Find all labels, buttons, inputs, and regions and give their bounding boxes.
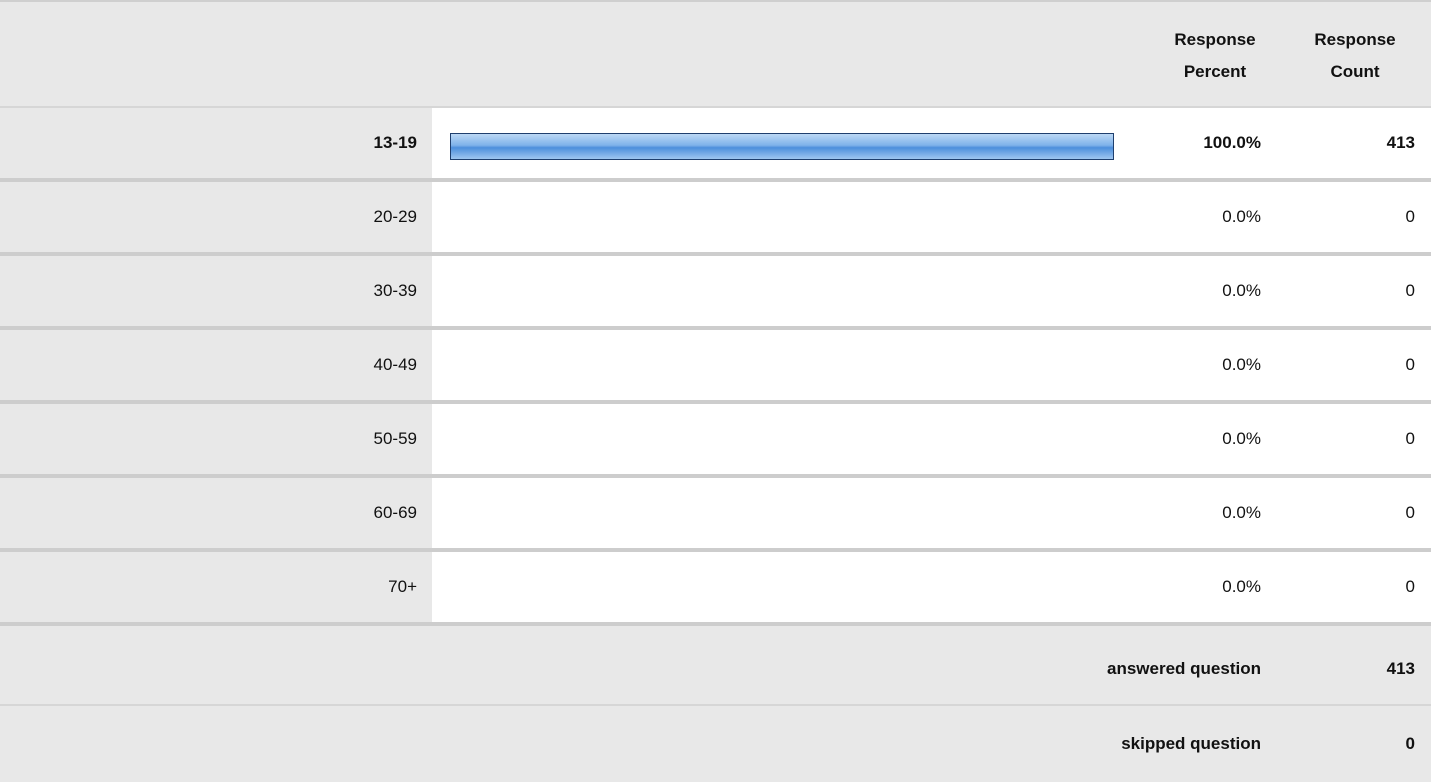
data-row: 40-49 0.0% 0: [0, 330, 1431, 404]
row-label: 20-29: [373, 207, 417, 226]
top-border: [0, 0, 1431, 2]
data-row: 20-29 0.0% 0: [0, 182, 1431, 256]
row-percent: 0.0%: [1222, 503, 1261, 522]
data-row: 30-39 0.0% 0: [0, 256, 1431, 330]
header-count: Response Count: [1314, 30, 1396, 81]
bar-cell: [432, 256, 1431, 326]
row-count: 0: [1405, 355, 1415, 374]
row-count: 0: [1405, 503, 1415, 522]
row-count: 0: [1405, 577, 1415, 596]
row-count: 0: [1405, 207, 1415, 226]
answered-row: answered question 413: [0, 632, 1431, 706]
skipped-count: 0: [1405, 734, 1415, 753]
data-row: 13-19 100.0% 413: [0, 108, 1431, 182]
row-label: 13-19: [373, 133, 417, 152]
header-row: Response Percent Response Count: [0, 0, 1431, 108]
bar-cell: [432, 552, 1431, 622]
row-percent: 0.0%: [1222, 429, 1261, 448]
bar-cell: [432, 182, 1431, 252]
bar: [450, 133, 1114, 160]
row-percent: 0.0%: [1222, 577, 1261, 596]
answered-count: 413: [1386, 659, 1415, 678]
row-label: 30-39: [373, 281, 417, 300]
row-percent: 0.0%: [1222, 207, 1261, 226]
row-count: 413: [1386, 133, 1415, 152]
row-label: 70+: [388, 577, 417, 596]
row-label: 50-59: [373, 429, 417, 448]
skipped-row: skipped question 0: [0, 706, 1431, 776]
bar-cell: [432, 478, 1431, 548]
row-label: 60-69: [373, 503, 417, 522]
data-row: 70+ 0.0% 0: [0, 552, 1431, 626]
row-percent: 0.0%: [1222, 281, 1261, 300]
row-count: 0: [1405, 281, 1415, 300]
row-count: 0: [1405, 429, 1415, 448]
row-label: 40-49: [373, 355, 417, 374]
bar-cell: [432, 404, 1431, 474]
data-row: 60-69 0.0% 0: [0, 478, 1431, 552]
answered-label: answered question: [1107, 659, 1261, 678]
header-percent: Response Percent: [1174, 30, 1256, 81]
skipped-label: skipped question: [1121, 734, 1261, 753]
data-row: 50-59 0.0% 0: [0, 404, 1431, 478]
row-percent: 0.0%: [1222, 355, 1261, 374]
row-percent: 100.0%: [1203, 133, 1261, 152]
bar-cell: [432, 330, 1431, 400]
